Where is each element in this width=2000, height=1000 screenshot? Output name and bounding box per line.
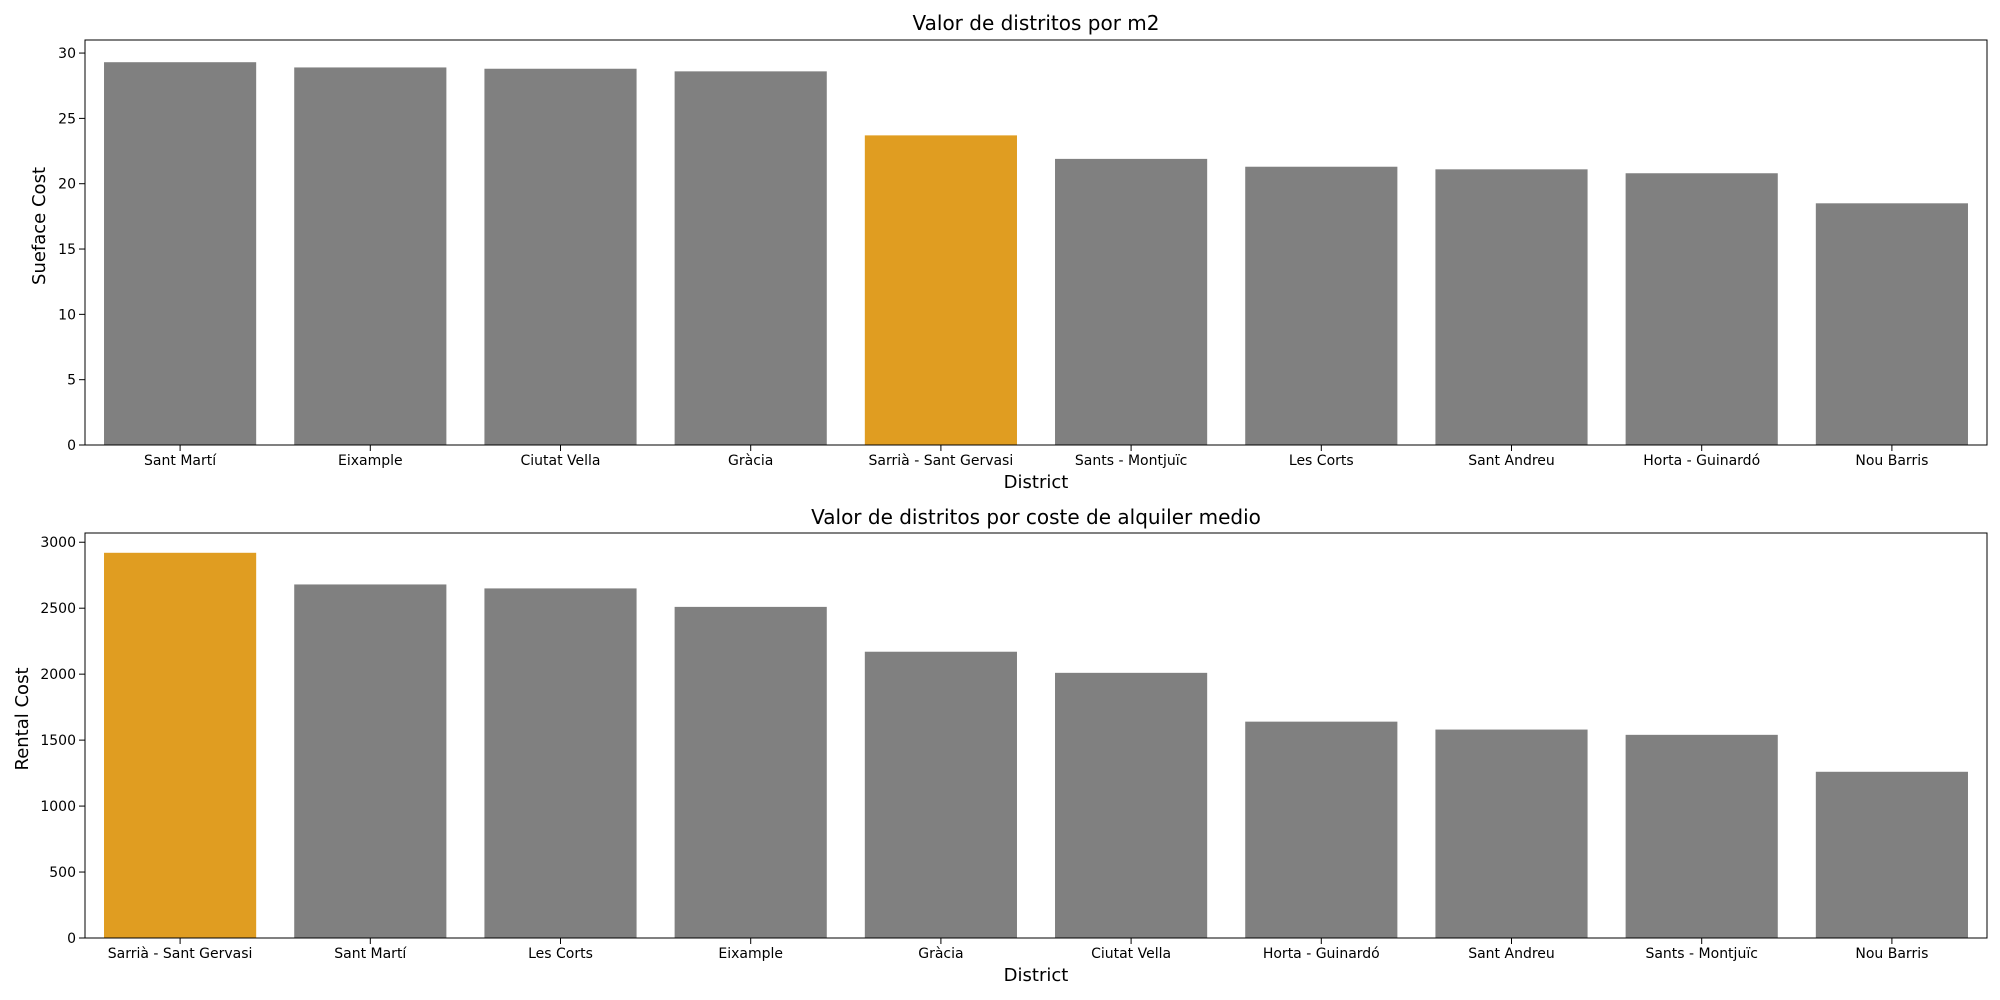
bar-horta-guinard- — [1625, 173, 1778, 446]
bar-sant-mart- — [104, 62, 257, 445]
chart-title: Valor de distritos por m2 — [913, 11, 1160, 35]
bar-sant-andreu — [1435, 169, 1588, 445]
x-tick-label: Horta - Guinardó — [1263, 946, 1380, 962]
y-tick-label: 1500 — [40, 733, 76, 749]
x-tick-label: Sants - Montjuïc — [1645, 946, 1757, 962]
chart-bottom: Valor de distritos por coste de alquiler… — [12, 505, 1988, 986]
x-tick-label: Nou Barris — [1855, 946, 1928, 962]
bar-horta-guinard- — [1245, 721, 1398, 938]
x-tick-label: Sarrià - Sant Gervasi — [869, 453, 1014, 469]
x-tick-label: Sant Martí — [334, 946, 407, 962]
bar-les-corts — [484, 588, 637, 938]
y-ticks: 0 5 10 15 20 25 30 — [58, 46, 85, 454]
x-tick-label: Ciutat Vella — [520, 453, 600, 469]
y-tick-label: 25 — [58, 111, 76, 127]
y-ticks: 0 500 1000 1500 2000 2500 3000 — [40, 535, 85, 947]
x-tick-label: Horta - Guinardó — [1643, 453, 1760, 469]
bar-sant-andreu — [1435, 729, 1588, 938]
y-tick-label: 5 — [67, 373, 76, 389]
x-tick-label: Ciutat Vella — [1091, 946, 1171, 962]
bar-les-corts — [1245, 166, 1398, 445]
y-tick-label: 20 — [58, 177, 76, 193]
x-tick-label: Eixample — [338, 453, 403, 469]
x-tick-label: Sarrià - Sant Gervasi — [108, 946, 253, 962]
bar-nou-barris — [1815, 771, 1968, 938]
y-tick-label: 0 — [67, 438, 76, 454]
bar-ciutat-vella — [1055, 672, 1208, 938]
bar-gr-cia — [864, 651, 1017, 938]
x-tick-label: Gràcia — [918, 946, 963, 962]
bar-sants-montju-c — [1055, 158, 1208, 446]
y-tick-label: 3000 — [40, 535, 76, 551]
y-tick-label: 30 — [58, 46, 76, 62]
y-axis-label: Rental Cost — [12, 667, 33, 770]
y-axis-label: Sueface Cost — [29, 167, 50, 285]
chart-top: Valor de distritos por m2 District Suefa… — [29, 11, 1988, 493]
y-tick-label: 500 — [49, 865, 76, 881]
x-tick-label: Gràcia — [728, 453, 773, 469]
bar-eixample — [294, 67, 447, 445]
bar-sant-mart- — [294, 584, 447, 938]
x-tick-label: Les Corts — [528, 946, 593, 962]
bar-ciutat-vella — [484, 68, 637, 445]
y-tick-label: 1000 — [40, 799, 76, 815]
bar-nou-barris — [1815, 203, 1968, 445]
x-tick-label: Sant Andreu — [1468, 453, 1555, 469]
y-tick-label: 15 — [58, 242, 76, 258]
bar-sants-montju-c — [1625, 734, 1778, 938]
y-tick-label: 10 — [58, 307, 76, 323]
plot-frame — [84, 39, 1988, 446]
x-tick-label: Sants - Montjuïc — [1075, 453, 1187, 469]
x-tick-label: Sant Andreu — [1468, 946, 1555, 962]
x-axis-label: District — [1004, 965, 1069, 986]
bar-group — [104, 552, 1968, 938]
chart-title: Valor de distritos por coste de alquiler… — [811, 505, 1261, 529]
x-tick-label: Nou Barris — [1855, 453, 1928, 469]
y-tick-label: 0 — [67, 931, 76, 947]
bar-group — [104, 62, 1968, 446]
bar-gr-cia — [674, 71, 827, 446]
bar-sarri-sant-gervasi — [104, 552, 257, 938]
x-axis-label: District — [1004, 472, 1069, 493]
x-tick-label: Sant Martí — [144, 453, 217, 469]
x-ticks: Sarrià - Sant Gervasi Sant Martí Les Corts… — [108, 938, 1928, 962]
bar-eixample — [674, 606, 827, 938]
y-tick-label: 2500 — [40, 601, 76, 617]
y-tick-label: 2000 — [40, 667, 76, 683]
plot-frame — [84, 532, 1988, 939]
x-ticks: Sant Martí Eixample Ciutat Vella Gràcia Sarr… — [144, 445, 1928, 469]
x-tick-label: Les Corts — [1289, 453, 1354, 469]
x-tick-label: Eixample — [718, 946, 783, 962]
bar-sarri-sant-gervasi — [864, 135, 1017, 445]
